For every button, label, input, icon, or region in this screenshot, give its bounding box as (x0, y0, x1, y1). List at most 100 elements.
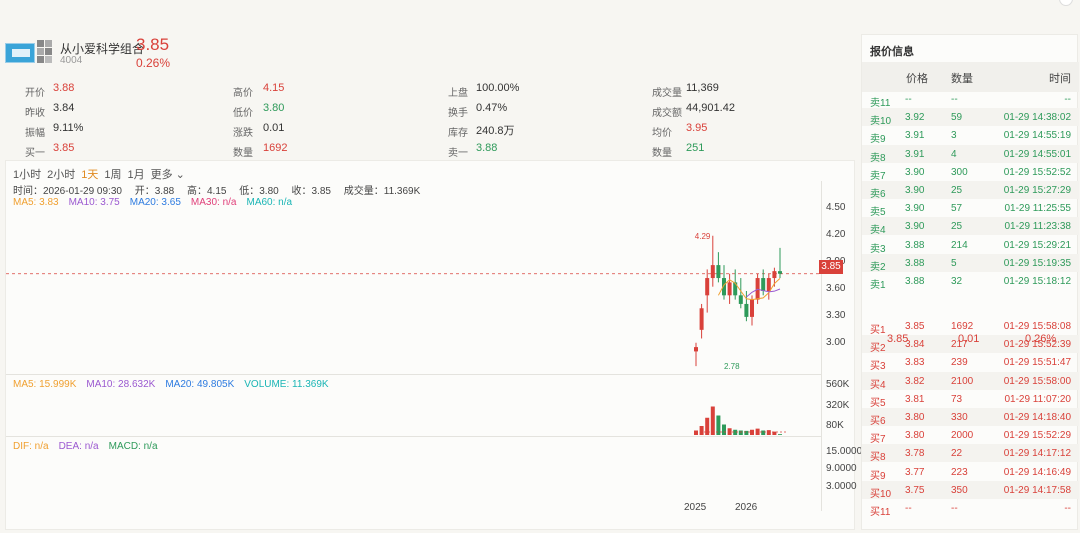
volume-bar (722, 424, 726, 435)
stat-label: 昨收 (25, 108, 45, 119)
order-price: 3.88 (905, 257, 925, 269)
order-time: -- (1064, 94, 1071, 105)
legend-entry: MA20: 3.65 (129, 197, 181, 208)
volume-bar (778, 434, 782, 435)
order-time: 01-29 15:19:35 (1003, 257, 1071, 269)
stat-value: 9.11% (53, 122, 84, 134)
order-time: 01-29 15:58:08 (1003, 321, 1071, 332)
macd-axis-label: 15.0000 (826, 446, 863, 457)
period-tab[interactable]: 1小时 (13, 169, 42, 181)
order-price: 3.80 (905, 430, 925, 442)
legend-entry: DIF: n/a (13, 441, 49, 452)
sell-order-row: 卖4 3.90 25 01-29 11:23:38 (862, 217, 1079, 237)
macd-legend: DIF: n/a DEA: n/a MACD: n/a (13, 441, 168, 452)
legend-entry: MA10: 28.632K (86, 379, 156, 390)
stat-item: 高价 4.15 (233, 82, 433, 99)
period-tab[interactable]: 2小时 (47, 169, 76, 181)
order-qty: 1692 (951, 321, 974, 332)
volume-bar (716, 415, 721, 435)
order-price: 3.80 (905, 412, 925, 423)
order-price: 3.83 (905, 357, 925, 369)
order-price: 3.75 (905, 484, 925, 496)
legend-entry: MA30: n/a (190, 197, 237, 208)
buy-order-row: 买5 3.81 73 01-29 11:07:20 (862, 390, 1079, 409)
sell-order-row: 卖7 3.90 300 01-29 15:52:52 (862, 163, 1079, 182)
order-price: 3.81 (905, 393, 925, 405)
volume-bar (738, 430, 743, 435)
order-price: -- (905, 503, 912, 514)
order-label: 卖8 (870, 152, 886, 164)
order-label: 卖4 (870, 225, 886, 237)
price-axis-label: 3.60 (826, 283, 846, 294)
buy-order-row: 买9 3.77 223 01-29 14:16:49 (862, 463, 1079, 482)
sell-order-row: 卖11 -- -- -- (862, 90, 1079, 109)
order-label: 卖5 (870, 207, 886, 219)
ohlc-low: 低：3.80 (239, 186, 279, 197)
period-tab[interactable]: 1周 (104, 169, 122, 181)
order-qty: 2100 (951, 375, 974, 387)
period-tab[interactable]: 更多 ⌄ (150, 169, 185, 181)
stat-value: 3.88 (53, 82, 75, 94)
stat-label: 低价 (233, 108, 253, 119)
volume-bar (705, 417, 710, 435)
order-qty: 3 (951, 130, 957, 142)
sell-order-row: 卖9 3.91 3 01-29 14:55:19 (862, 126, 1079, 145)
year-label-2026: 2026 (735, 502, 758, 513)
volume-bar (766, 430, 771, 435)
window-control[interactable] (1059, 0, 1073, 6)
stat-value: 3.80 (263, 102, 285, 114)
order-time: 01-29 15:58:00 (1003, 375, 1071, 387)
kline-chart[interactable]: 1小时 2小时 1天 1周 1月 更多 ⌄ 时间：2026-01-29 09:30 开：3… (5, 160, 862, 530)
summary-pct: 0.26% (1025, 333, 1057, 345)
order-price: -- (905, 94, 912, 105)
stat-item: 均价 3.95 (652, 122, 852, 139)
candle-body (744, 303, 749, 317)
buy-order-row: 买2 3.84 217 01-29 15:52:39 (862, 335, 1079, 354)
order-price: 3.90 (905, 221, 925, 233)
stat-label: 振幅 (25, 128, 45, 139)
order-label: 卖6 (870, 189, 886, 200)
candle-body (738, 295, 743, 304)
buy-order-row: 买10 3.75 350 01-29 14:17:58 (862, 480, 1079, 500)
sell-order-row: 卖3 3.88 214 01-29 15:29:21 (862, 236, 1079, 255)
year-label-2025: 2025 (684, 502, 707, 513)
buy-order-row: 买4 3.82 2100 01-29 15:58:00 (862, 371, 1079, 391)
stat-value: 251 (686, 142, 705, 154)
volume-bar (772, 431, 777, 435)
order-price: 3.78 (905, 448, 925, 460)
col-qty: 数量 (951, 73, 973, 85)
buy-order-row: 买11 -- -- -- (862, 499, 1079, 518)
stat-label: 涨跌 (233, 128, 253, 139)
order-label: 卖1 (870, 280, 886, 291)
order-time: 01-29 14:17:12 (1003, 448, 1071, 460)
order-price: 3.77 (905, 466, 925, 478)
stat-label: 卖一 (448, 148, 468, 159)
stock-header: 从小爱科学组合 4004 3.85 0.26% (5, 35, 855, 74)
order-qty: 217 (951, 339, 968, 351)
order-time: 01-29 14:18:40 (1003, 412, 1071, 423)
order-qty: 223 (951, 466, 968, 478)
order-qty: 4 (951, 148, 957, 160)
order-price: 3.84 (905, 339, 925, 351)
stat-value: 1692 (263, 142, 288, 154)
order-time: 01-29 11:07:20 (1004, 393, 1071, 405)
order-label: 卖11 (870, 98, 891, 109)
period-tab[interactable]: 1天 (81, 169, 99, 181)
stat-label: 上盘 (448, 88, 468, 99)
order-label: 买4 (870, 379, 886, 391)
period-tab[interactable]: 1月 (127, 169, 145, 181)
order-price: 3.90 (905, 203, 925, 215)
legend-entry: MA5: 15.999K (13, 379, 77, 390)
ohlc-close: 收：3.85 (291, 186, 331, 197)
stat-value: 100.00% (476, 82, 520, 94)
sell-order-row: 卖2 3.88 5 01-29 15:19:35 (862, 253, 1079, 273)
order-qty: 32 (951, 276, 963, 287)
order-time: -- (1064, 503, 1071, 514)
stat-label: 成交量 (652, 88, 682, 99)
order-qty: 25 (951, 221, 963, 233)
stat-item: 买一 3.85 (25, 142, 225, 159)
order-price: 3.88 (905, 276, 925, 287)
order-qty: 22 (951, 448, 963, 460)
order-qty: 73 (951, 393, 963, 405)
order-time: 01-29 15:27:29 (1003, 185, 1071, 196)
